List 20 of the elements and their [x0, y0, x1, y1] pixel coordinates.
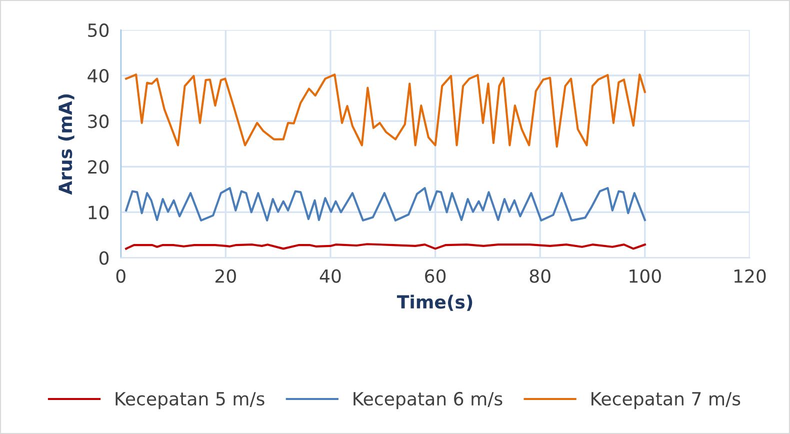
legend-label: Kecepatan 7 m/s	[592, 392, 740, 410]
x-tick-label: 60	[425, 269, 446, 283]
line-series	[125, 187, 646, 222]
x-tick-label: 40	[320, 269, 341, 283]
x-tick-label: 20	[216, 269, 236, 283]
x-tick-label: 120	[734, 269, 766, 283]
y-tick-label: 40	[88, 68, 109, 83]
x-tick-label: 0	[116, 269, 126, 283]
y-tick-label: 50	[88, 23, 109, 38]
y-tick-label: 20	[88, 160, 109, 174]
y-tick-label: 30	[88, 114, 109, 128]
line-series	[125, 74, 646, 148]
y-tick-label: 0	[99, 251, 109, 265]
x-tick-label: 80	[530, 269, 550, 283]
y-axis-title: Arus (mA)	[58, 94, 74, 195]
x-tick-label: 100	[630, 269, 661, 283]
x-axis-title: Time(s)	[396, 294, 472, 311]
legend-label: Kecepatan 6 m/s	[354, 392, 502, 410]
y-tick-label: 10	[88, 206, 109, 220]
legend-label: Kecepatan 5 m/s	[116, 392, 264, 410]
